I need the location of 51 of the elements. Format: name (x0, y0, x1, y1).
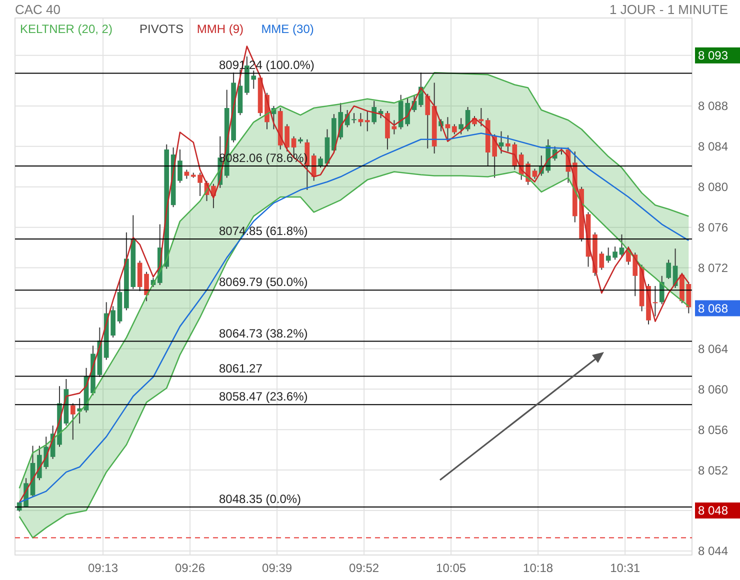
candlestick (352, 112, 356, 124)
ref-line-label: 8069.79 (50.0%) (219, 275, 308, 290)
x-tick-label: 09:26 (174, 561, 206, 575)
line-series (18, 132, 690, 504)
candlestick (311, 153, 316, 182)
candlestick (425, 93, 430, 149)
y-tick-label: 8 044 (698, 544, 728, 558)
candlestick (478, 108, 484, 127)
candlestick (358, 112, 364, 127)
y-tick-label: 8 084 (698, 140, 728, 154)
y-tick-label: 8 048 (698, 504, 728, 518)
y-tick-label: 8 088 (698, 99, 728, 114)
y-tick-label: 8 093 (698, 48, 728, 63)
candlestick (392, 120, 397, 135)
candlestick (498, 130, 504, 154)
x-tick-label: 09:39 (262, 561, 292, 575)
ref-line-label: 8048.35 (0.0%) (219, 492, 302, 506)
y-tick-label: 8 068 (698, 301, 728, 316)
ref-line-label: 8064.73 (38.2%) (219, 326, 308, 340)
candlestick (532, 168, 538, 180)
y-tick-label: 8 076 (698, 220, 728, 235)
candlestick (452, 124, 457, 135)
x-tick-label: 09:52 (349, 561, 380, 575)
text: KELTNER (20, 2) (20, 22, 112, 36)
candlestick (364, 110, 370, 132)
candlestick (178, 148, 182, 184)
x-tick-label: 10:31 (610, 561, 640, 575)
text: MME (30) (261, 22, 314, 36)
y-tick-label: 8 064 (698, 342, 728, 356)
x-tick-label: 10:05 (436, 561, 466, 575)
annotation: PIVOTS (140, 22, 184, 36)
y-tick-label: 8 080 (698, 180, 728, 194)
candlestick (372, 100, 377, 125)
candlestick (318, 156, 323, 168)
candlestick (144, 271, 149, 302)
chart-title: CAC 40 (15, 2, 61, 17)
candlestick (652, 285, 658, 317)
y-tick-label: 8 072 (698, 260, 728, 275)
y-tick-label: 8 052 (698, 463, 728, 478)
y-tick-label: 8 056 (698, 422, 728, 437)
candlestick (70, 402, 76, 440)
candlestick (184, 169, 190, 180)
ref-line-label: 8061.27 (219, 361, 263, 376)
ref-line-label: 8058.47 (23.6%) (219, 390, 308, 404)
x-tick-label: 10:18 (523, 561, 554, 575)
x-tick-label: 09:13 (88, 561, 118, 575)
candlestick (458, 118, 464, 135)
chart-subtitle: 1 JOUR - 1 MINUTE (610, 2, 728, 17)
y-tick-label: 8 060 (698, 382, 728, 396)
series-label: MMH (9) (196, 22, 244, 36)
candlestick (666, 259, 671, 280)
